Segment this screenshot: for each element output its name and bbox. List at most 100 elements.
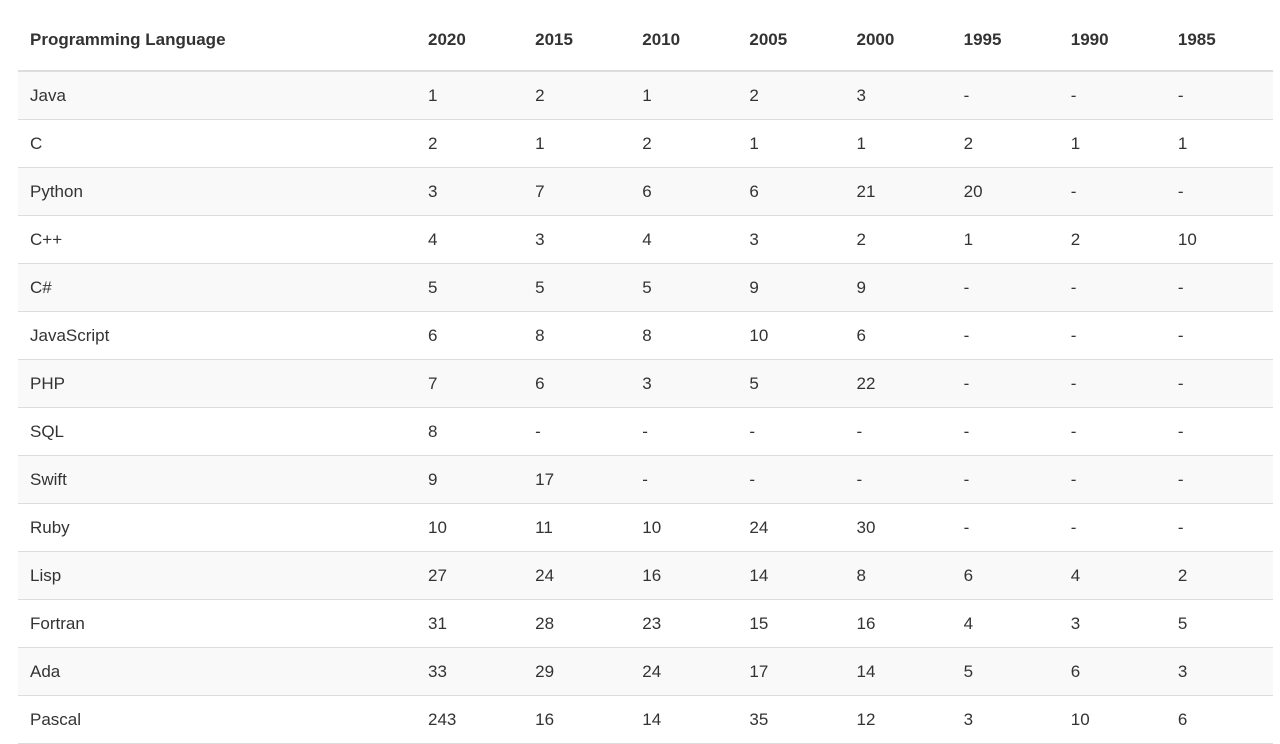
language-cell: Ada [18, 647, 416, 696]
rank-cell: 16 [844, 599, 952, 648]
rank-cell: - [523, 407, 631, 456]
rank-cell: 6 [523, 359, 631, 408]
language-cell: Swift [18, 455, 416, 504]
rank-cell: 243 [416, 695, 524, 744]
column-header: 2010 [630, 0, 738, 72]
language-cell: Fortran [18, 599, 416, 648]
rank-cell: 3 [951, 695, 1059, 744]
table-row: JavaScript 6 8 8 10 6- - - [18, 311, 1273, 360]
rank-cell: 4 [630, 215, 738, 264]
rank-cell: 10 [1058, 695, 1166, 744]
rank-cell: 24 [523, 551, 631, 600]
table-row: Python 3 7 6 6 21 20- - [18, 167, 1273, 216]
header-row: Programming Language 2020 2015 2010 2005 2000… [18, 0, 1273, 72]
rank-cell: 8 [523, 311, 631, 360]
table-row: Lisp 27 24 16 14 8 6 4 2 [18, 551, 1273, 600]
rank-cell: 1 [1165, 119, 1273, 168]
rank-cell: - [1058, 503, 1166, 552]
rank-cell: 2 [844, 215, 952, 264]
rank-cell: - [737, 455, 845, 504]
rank-cell: - [1165, 71, 1273, 120]
table-row: C# 5 5 5 9 9- - - [18, 263, 1273, 312]
rank-cell: 33 [416, 647, 524, 696]
rank-cell: 35 [737, 695, 845, 744]
language-cell: Lisp [18, 551, 416, 600]
rank-cell: - [951, 407, 1059, 456]
rank-cell: 6 [1165, 695, 1273, 744]
rank-cell: - [1058, 263, 1166, 312]
table-row: Pascal 243 16 14 35 12 3 10 6 [18, 695, 1273, 744]
rank-cell: 10 [1165, 215, 1273, 264]
rank-cell: 7 [523, 167, 631, 216]
rank-cell: - [1058, 311, 1166, 360]
rank-cell: 1 [951, 215, 1059, 264]
rank-cell: 3 [523, 215, 631, 264]
rank-cell: - [1058, 407, 1166, 456]
rank-cell: 30 [844, 503, 952, 552]
rank-cell: 10 [737, 311, 845, 360]
rank-cell: 21 [844, 167, 952, 216]
rank-cell: 2 [630, 119, 738, 168]
rank-cell: - [737, 407, 845, 456]
column-header: 1990 [1058, 0, 1166, 72]
rank-cell: 4 [416, 215, 524, 264]
rank-cell: 8 [416, 407, 524, 456]
rank-cell: 5 [737, 359, 845, 408]
rank-cell: 12 [844, 695, 952, 744]
rank-cell: 1 [630, 71, 738, 120]
rank-cell: 3 [630, 359, 738, 408]
rank-cell: - [1165, 359, 1273, 408]
rank-cell: - [951, 71, 1059, 120]
rank-cell: 2 [951, 119, 1059, 168]
rank-cell: 17 [737, 647, 845, 696]
rank-cell: 17 [523, 455, 631, 504]
language-cell: C# [18, 263, 416, 312]
rank-cell: 5 [523, 263, 631, 312]
rank-cell: 5 [1165, 599, 1273, 648]
rank-cell: 2 [1165, 551, 1273, 600]
rank-cell: - [1058, 455, 1166, 504]
rank-cell: - [1058, 167, 1166, 216]
rank-cell: 7 [416, 359, 524, 408]
rank-cell: 29 [523, 647, 631, 696]
rank-cell: - [1165, 455, 1273, 504]
language-cell: C [18, 119, 416, 168]
rank-cell: 31 [416, 599, 524, 648]
rank-cell: 4 [1058, 551, 1166, 600]
column-header: 1985 [1165, 0, 1273, 72]
table-header: Programming Language 2020 2015 2010 2005 2000… [18, 0, 1273, 72]
table-row: Swift 9 17- - - - - - [18, 455, 1273, 504]
rank-cell: 3 [1058, 599, 1166, 648]
rank-cell: 5 [416, 263, 524, 312]
rank-cell: 2 [737, 71, 845, 120]
rank-cell: 6 [1058, 647, 1166, 696]
column-header: 2020 [416, 0, 524, 72]
table-row: Ada 33 29 24 17 14 5 6 3 [18, 647, 1273, 696]
table-row: PHP 7 6 3 5 22- - - [18, 359, 1273, 408]
language-cell: PHP [18, 359, 416, 408]
rank-cell: 6 [630, 167, 738, 216]
table-row: Ruby 10 11 10 24 30- - - [18, 503, 1273, 552]
rank-cell: - [1165, 503, 1273, 552]
rank-cell: 2 [416, 119, 524, 168]
table-row: Java 1 2 1 2 3- - - [18, 71, 1273, 120]
rank-cell: 8 [630, 311, 738, 360]
ranking-table: Programming Language 2020 2015 2010 2005 2000… [18, 0, 1273, 744]
rank-cell: 14 [630, 695, 738, 744]
rank-cell: - [1165, 263, 1273, 312]
rank-cell: 24 [630, 647, 738, 696]
column-header: 2015 [523, 0, 631, 72]
language-cell: JavaScript [18, 311, 416, 360]
rank-cell: 3 [1165, 647, 1273, 696]
rank-cell: 3 [416, 167, 524, 216]
table-row: Fortran 31 28 23 15 16 4 3 5 [18, 599, 1273, 648]
rank-cell: 10 [416, 503, 524, 552]
rank-cell: 2 [1058, 215, 1166, 264]
rank-cell: - [1165, 167, 1273, 216]
rank-cell: 3 [737, 215, 845, 264]
rank-cell: - [844, 455, 952, 504]
rank-cell: 28 [523, 599, 631, 648]
rank-cell: - [951, 359, 1059, 408]
rank-cell: 14 [737, 551, 845, 600]
